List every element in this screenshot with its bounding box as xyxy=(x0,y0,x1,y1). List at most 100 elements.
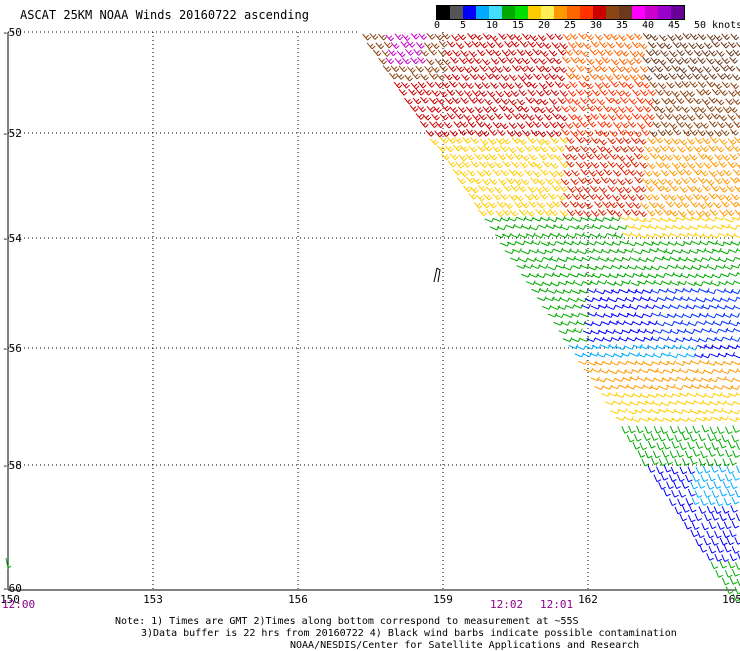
wind-barb xyxy=(510,90,520,97)
wind-barb xyxy=(542,160,552,168)
wind-barb xyxy=(513,178,523,186)
wind-barb xyxy=(655,417,665,422)
wind-barb xyxy=(662,280,672,285)
wind-barb xyxy=(496,225,507,231)
wind-barb xyxy=(519,161,529,169)
wind-barb xyxy=(585,58,595,65)
wind-barb xyxy=(597,233,608,239)
wind-barb xyxy=(647,440,656,449)
wind-barb xyxy=(492,49,502,57)
legend-swatch xyxy=(554,6,567,19)
wind-barb xyxy=(413,49,422,56)
wind-barb xyxy=(672,128,682,136)
wind-barb xyxy=(712,247,722,253)
wind-barb xyxy=(642,32,652,40)
wind-barb xyxy=(575,64,585,72)
wind-barb xyxy=(668,50,678,58)
wind-barb xyxy=(671,138,680,145)
wind-barb xyxy=(735,162,740,169)
wind-barb xyxy=(654,208,664,216)
wind-barb xyxy=(643,265,653,271)
wind-barb xyxy=(715,264,726,269)
wind-barb xyxy=(727,138,737,145)
wind-barb xyxy=(546,130,555,138)
wind-barb xyxy=(488,178,498,185)
wind-barb xyxy=(697,106,707,114)
wind-barb xyxy=(610,409,620,415)
wind-barb xyxy=(736,345,740,348)
wind-barb xyxy=(566,255,576,261)
wind-barb xyxy=(388,72,398,80)
wind-barb xyxy=(616,272,627,278)
wind-barb xyxy=(533,73,542,80)
wind-barb xyxy=(625,82,634,89)
wind-barb xyxy=(677,146,686,153)
wind-barb xyxy=(736,322,740,325)
wind-barb xyxy=(538,264,549,269)
wind-barb xyxy=(430,138,439,146)
wind-barb xyxy=(5,557,12,569)
wind-barb xyxy=(461,74,470,81)
wind-barb xyxy=(596,98,606,106)
wind-barb xyxy=(731,361,740,366)
wind-barb xyxy=(584,321,594,326)
wind-barb xyxy=(665,344,675,350)
wind-barb xyxy=(684,73,693,80)
wind-barb xyxy=(645,377,656,382)
wind-barb xyxy=(648,368,659,373)
wind-barb xyxy=(633,33,643,40)
wind-barb xyxy=(628,97,638,105)
wind-barb xyxy=(653,474,662,483)
wind-barb xyxy=(505,82,515,90)
wind-barb xyxy=(406,40,416,48)
wind-barb xyxy=(476,194,485,202)
wind-barb xyxy=(597,279,608,285)
wind-barb xyxy=(644,450,653,459)
legend-swatch xyxy=(463,6,476,19)
wind-barb xyxy=(503,113,513,120)
wind-barb xyxy=(539,168,549,176)
wind-barb xyxy=(715,570,724,578)
wind-barb xyxy=(714,58,723,66)
wind-barb xyxy=(435,121,445,129)
wind-barb xyxy=(460,50,470,57)
wind-barb xyxy=(417,81,427,89)
wind-barb xyxy=(658,433,666,442)
wind-barb xyxy=(706,105,716,112)
wind-barb xyxy=(609,130,618,137)
wind-barb xyxy=(609,153,618,160)
wind-barb xyxy=(424,66,433,73)
wind-barb xyxy=(697,481,706,489)
wind-barb xyxy=(492,193,502,201)
wind-barb xyxy=(727,560,736,569)
wind-barb xyxy=(710,465,719,473)
wind-barb xyxy=(587,360,598,366)
wind-barb xyxy=(449,56,459,64)
wind-barb xyxy=(682,32,692,40)
wind-barb xyxy=(515,240,526,246)
wind-barb xyxy=(703,113,713,120)
wind-barb xyxy=(608,391,618,397)
legend-label: 0 xyxy=(434,20,441,31)
wind-barb xyxy=(543,113,553,121)
wind-barb xyxy=(622,90,632,97)
wind-barb xyxy=(661,449,670,458)
wind-barb xyxy=(423,88,432,96)
wind-barb xyxy=(457,33,467,41)
wind-barb xyxy=(630,209,640,216)
wind-barb xyxy=(590,113,600,120)
wind-barb xyxy=(595,289,606,295)
legend-label: 5 xyxy=(460,20,467,31)
wind-barb xyxy=(673,385,684,391)
wind-barb xyxy=(578,193,588,200)
wind-barb xyxy=(727,512,736,521)
wind-barb xyxy=(648,130,658,138)
wind-barb xyxy=(694,186,703,193)
wind-barb xyxy=(688,42,697,50)
wind-barb xyxy=(441,153,450,161)
wind-barb xyxy=(649,178,659,186)
wind-barb xyxy=(503,90,513,98)
wind-barb xyxy=(720,297,730,302)
wind-barb xyxy=(717,304,727,310)
wind-barb xyxy=(686,114,696,122)
